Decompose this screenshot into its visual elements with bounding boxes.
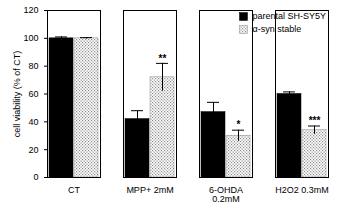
html-text:α-syn stable: α-syn stable bbox=[252, 24, 302, 34]
svg-text:40: 40 bbox=[28, 117, 38, 127]
svg-text:H2O2 0.3mM: H2O2 0.3mM bbox=[275, 185, 329, 195]
svg-text:6-OHDA0.2mM: 6-OHDA0.2mM bbox=[209, 185, 243, 204]
svg-text:MPP+ 2mM: MPP+ 2mM bbox=[126, 185, 173, 195]
svg-text:20: 20 bbox=[28, 145, 38, 155]
svg-text:60: 60 bbox=[28, 89, 38, 99]
svg-text:cell viability (% of CT): cell viability (% of CT) bbox=[12, 51, 22, 138]
svg-text:80: 80 bbox=[28, 61, 38, 71]
html-text:parental SH-SY5Y: parental SH-SY5Y bbox=[252, 11, 326, 21]
svg-text:120: 120 bbox=[23, 5, 38, 15]
svg-text:100: 100 bbox=[23, 33, 38, 43]
svg-text:*: * bbox=[237, 119, 241, 130]
svg-text:**: ** bbox=[159, 53, 167, 64]
svg-text:***: *** bbox=[309, 115, 321, 126]
svg-text:CT: CT bbox=[68, 185, 80, 195]
svg-text:0: 0 bbox=[33, 172, 38, 182]
